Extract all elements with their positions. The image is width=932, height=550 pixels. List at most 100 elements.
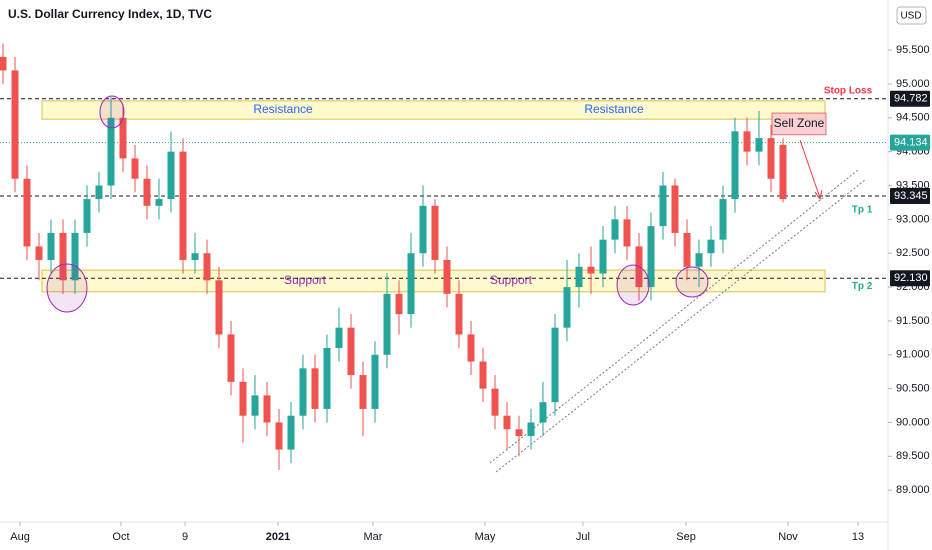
candle-body (647, 226, 655, 288)
candle-body (23, 178, 31, 247)
y-tick-label: 92.500 (896, 247, 930, 259)
price-tag-label: 94.782 (894, 93, 928, 105)
highlight-circle (675, 266, 709, 298)
y-tick-label: 91.000 (896, 349, 930, 361)
candle-body (515, 429, 523, 437)
trend-line (495, 179, 866, 473)
candle-body (563, 287, 571, 328)
zone-label: Sell Zone (774, 116, 825, 130)
candle-body (251, 395, 259, 416)
candle-body (71, 232, 79, 281)
candle-body (623, 219, 631, 247)
price-tag-label: 93.345 (894, 190, 928, 202)
candle-body (695, 253, 703, 267)
chart-title: U.S. Dollar Currency Index, 1D, TVC (8, 7, 212, 21)
candle-body (455, 293, 463, 335)
candle-body (491, 388, 499, 416)
y-tick-label: 90.000 (896, 416, 930, 428)
candle-body (659, 185, 667, 227)
candle-body (239, 381, 247, 416)
candle-body (371, 354, 379, 409)
y-tick-label: 89.500 (896, 450, 930, 462)
candle-body (683, 232, 691, 267)
zone (771, 112, 827, 136)
candle-body (119, 117, 127, 159)
candle-body (503, 415, 511, 430)
candle-body (419, 205, 427, 254)
candle-body (11, 70, 19, 179)
arrow (799, 139, 821, 199)
x-tick-label: May (475, 531, 496, 543)
candle-body (47, 232, 55, 260)
zone (41, 100, 826, 120)
candle-body (107, 117, 115, 186)
level-text: Stop Loss (824, 85, 873, 96)
x-tick-label: Nov (778, 531, 798, 543)
candle-body (779, 144, 787, 200)
price-tag (890, 134, 930, 151)
currency-label[interactable]: USD (900, 11, 921, 22)
candle-body (203, 253, 211, 281)
x-tick-label: 2021 (266, 531, 290, 543)
candle-body (347, 327, 355, 376)
y-tick-label: 90.500 (896, 383, 930, 395)
zone-label: Resistance (253, 102, 313, 116)
y-tick-label: 94.500 (896, 112, 930, 124)
y-tick-label: 93.000 (896, 213, 930, 225)
candle-body (755, 138, 763, 152)
candle-body (599, 239, 607, 274)
candle-body (83, 199, 91, 233)
price-tag (890, 90, 930, 107)
candle-body (155, 199, 163, 206)
price-tag (890, 188, 930, 205)
candle-body (275, 422, 283, 450)
candle-body (743, 131, 751, 152)
level-text: Tp 1 (852, 205, 873, 216)
price-tag-label: 94.134 (894, 136, 928, 148)
y-tick-label: 91.500 (896, 315, 930, 327)
candle-body (131, 158, 139, 179)
candle-body (527, 422, 535, 437)
zone-label: Resistance (584, 102, 644, 116)
candle-body (191, 253, 199, 260)
zones: Resistance Resistance Support Support Sell Z… (41, 100, 827, 293)
candle-body (35, 246, 43, 260)
candle-body (479, 361, 487, 389)
candle-body (287, 415, 295, 450)
candle-body (551, 327, 559, 403)
candle-body (383, 293, 391, 355)
candle-body (395, 293, 403, 315)
zone (41, 269, 826, 293)
currency-button[interactable] (896, 6, 927, 25)
arrow-head (814, 189, 823, 201)
candle-body (143, 178, 151, 206)
candle-body (707, 239, 715, 254)
candle-body (323, 348, 331, 409)
y-tick-label: 95.000 (896, 78, 930, 90)
x-tick-label: Jul (576, 531, 590, 543)
candle-body (179, 151, 187, 260)
candle-body (539, 402, 547, 423)
candle-body (95, 185, 103, 200)
candle-body (719, 199, 727, 240)
y-tick-label: 89.000 (896, 484, 930, 496)
candle-body (311, 368, 319, 409)
price-tag (890, 270, 930, 287)
candle-body (299, 368, 307, 416)
candle-body (767, 138, 775, 179)
candle-body (335, 327, 343, 348)
candle-body (407, 253, 415, 315)
candle-body (227, 334, 235, 382)
axes: 95.50095.00094.50094.00093.50093.00092.5… (10, 44, 930, 543)
y-tick-label: 95.500 (896, 44, 930, 56)
price-tag-label: 92.130 (894, 272, 928, 284)
candle-body (0, 56, 7, 71)
x-tick-label: Oct (112, 531, 129, 543)
candle-body (443, 259, 451, 294)
zone-label: Support (490, 273, 533, 287)
candle-body (431, 205, 439, 260)
candle-body (575, 266, 583, 288)
x-tick-label: Aug (10, 531, 30, 543)
highlight-circle (46, 263, 88, 313)
highlight-circle (616, 264, 650, 306)
